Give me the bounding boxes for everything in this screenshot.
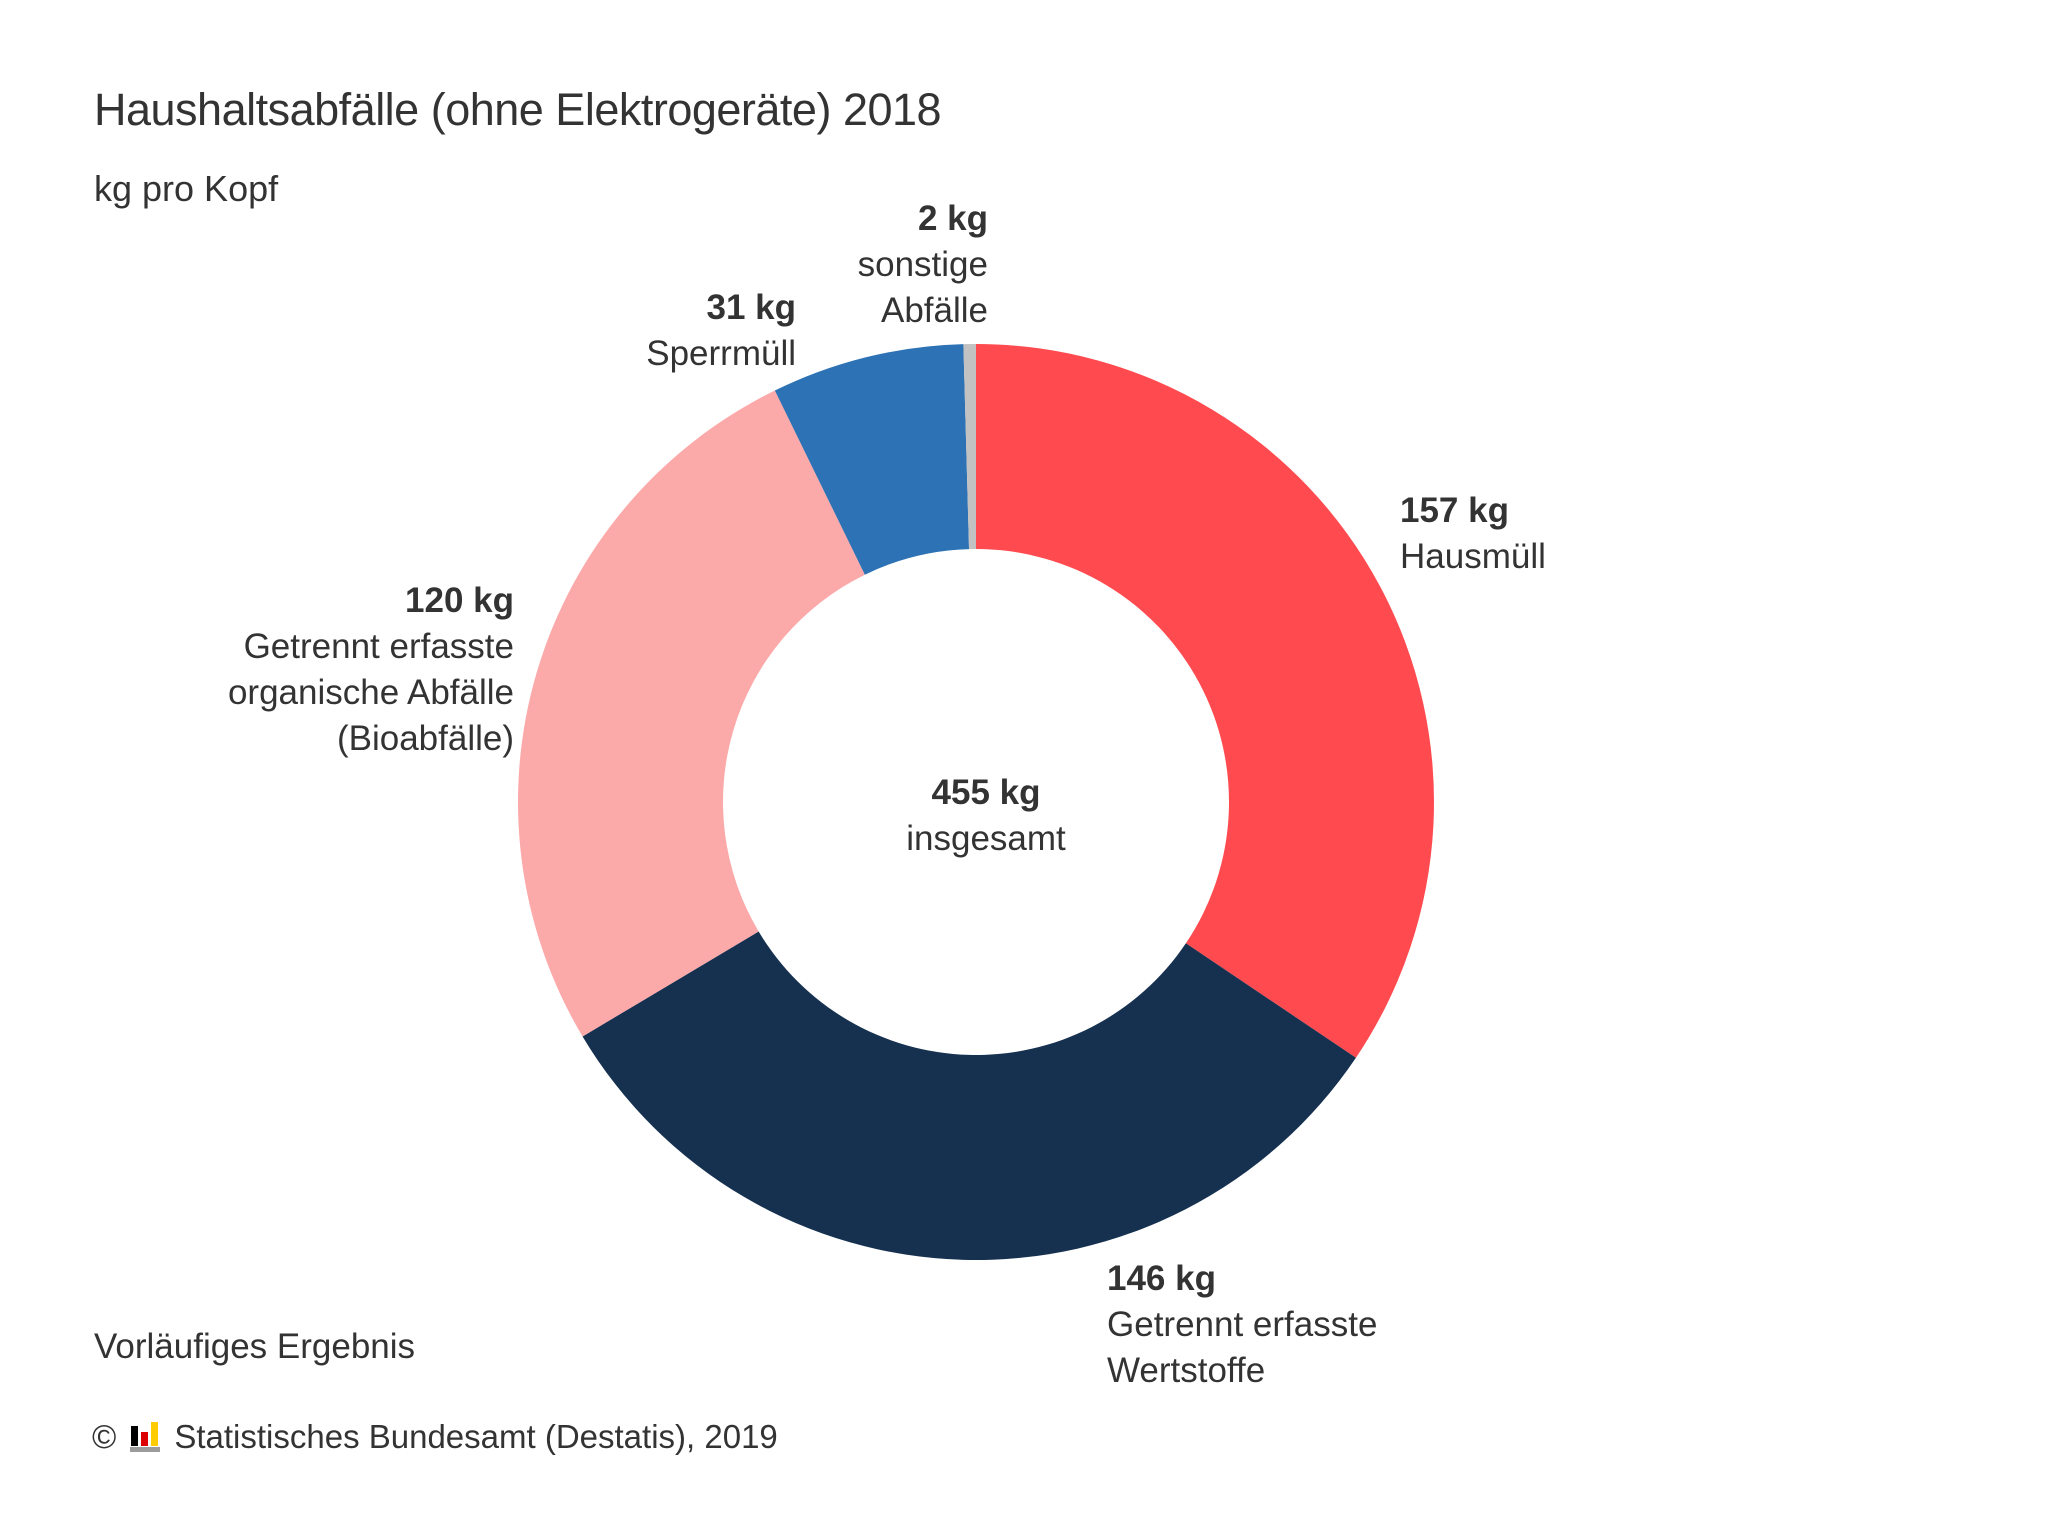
value-label: 120 kg bbox=[405, 581, 514, 620]
donut-slice-1 bbox=[582, 931, 1356, 1261]
donut-slice-4 bbox=[963, 344, 976, 550]
donut-slice-0 bbox=[976, 344, 1434, 1058]
source-text: Statistisches Bundesamt (Destatis), 2019 bbox=[174, 1418, 778, 1455]
chart-title: Haushaltsabfälle (ohne Elektrogeräte) 20… bbox=[94, 84, 942, 135]
chart-subtitle: kg pro Kopf bbox=[94, 168, 279, 209]
label-sperrmuell: 31 kg Sperrmüll bbox=[646, 285, 796, 377]
value-label: 157 kg bbox=[1400, 491, 1509, 530]
destatis-logo-icon bbox=[130, 1422, 161, 1452]
donut-slice-3 bbox=[774, 344, 970, 575]
category-label: (Bioabfälle) bbox=[336, 719, 514, 758]
category-label: sonstige bbox=[857, 245, 988, 284]
footnote: Vorläufiges Ergebnis bbox=[94, 1327, 416, 1366]
label-sonstige: 2 kg sonstige Abfälle bbox=[858, 196, 988, 334]
donut-slice-2 bbox=[518, 390, 865, 1037]
category-label: organische Abfälle bbox=[227, 673, 514, 712]
source-line: © Statistisches Bundesamt (Destatis), 20… bbox=[92, 1418, 778, 1456]
copyright-icon: © bbox=[92, 1418, 117, 1455]
label-wertstoffe: 146 kg Getrennt erfasste Wertstoffe bbox=[1107, 1256, 1377, 1394]
total-label: insgesamt bbox=[906, 819, 1066, 858]
center-total: 455 kg insgesamt bbox=[876, 770, 1096, 862]
category-label: Wertstoffe bbox=[1107, 1351, 1266, 1390]
category-label: Hausmüll bbox=[1400, 537, 1546, 576]
label-hausmuell: 157 kg Hausmüll bbox=[1400, 488, 1546, 580]
total-value: 455 kg bbox=[931, 773, 1041, 812]
value-label: 31 kg bbox=[706, 288, 797, 327]
category-label: Abfälle bbox=[880, 291, 988, 330]
value-label: 2 kg bbox=[917, 199, 988, 238]
value-label: 146 kg bbox=[1107, 1259, 1216, 1298]
category-label: Getrennt erfasste bbox=[243, 627, 514, 666]
category-label: Sperrmüll bbox=[646, 334, 796, 373]
label-bioabfaelle: 120 kg Getrennt erfasste organische Abfä… bbox=[228, 578, 514, 762]
category-label: Getrennt erfasste bbox=[1107, 1305, 1378, 1344]
